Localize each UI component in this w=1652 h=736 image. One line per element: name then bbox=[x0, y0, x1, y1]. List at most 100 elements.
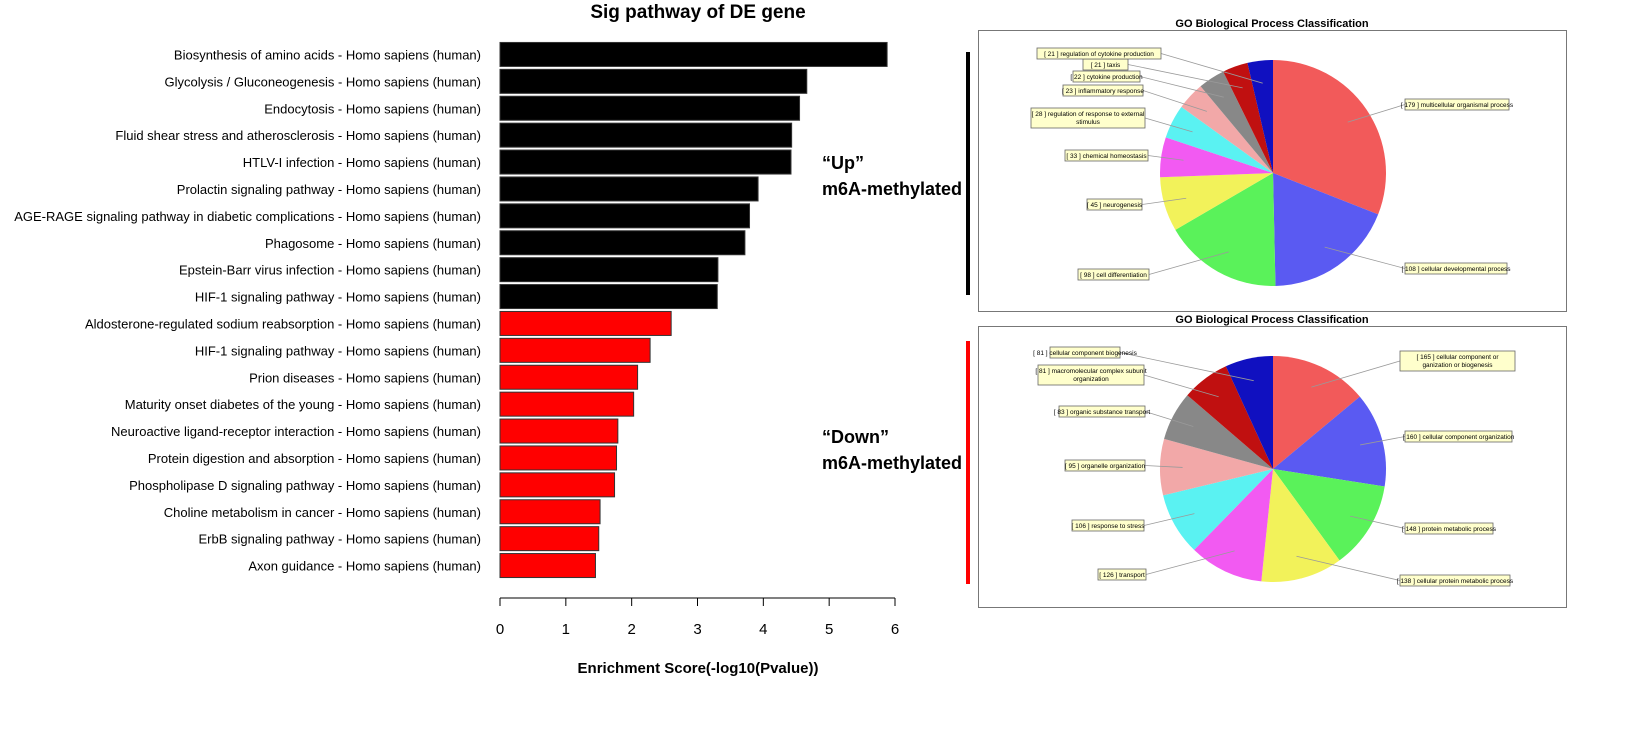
pie-label-box bbox=[1064, 459, 1146, 472]
pie-label: [ 106 ] response to stress bbox=[1072, 523, 1146, 530]
category-label: Protein digestion and absorption - Homo … bbox=[148, 451, 481, 466]
x-tick-label: 2 bbox=[627, 621, 635, 638]
bar-chart-title: Sig pathway of DE gene bbox=[590, 2, 805, 23]
pie-leader-line bbox=[1143, 374, 1219, 398]
bar bbox=[499, 203, 751, 229]
pie-label: [ 148 ] protein metabolic process bbox=[1402, 526, 1497, 533]
category-label: Aldosterone-regulated sodium reabsorptio… bbox=[85, 316, 481, 331]
pie-leader-line bbox=[1144, 117, 1193, 133]
pie-slice bbox=[1225, 356, 1273, 469]
down-group-quote: “Down” bbox=[822, 427, 889, 447]
pie-up-chart: [ 179 ] multicellular organismal process… bbox=[1030, 47, 1514, 286]
pie-label-box bbox=[1072, 70, 1141, 83]
pie-label-box bbox=[1404, 98, 1510, 111]
pie-leader-line bbox=[1143, 513, 1195, 526]
pie-slice bbox=[1187, 366, 1273, 469]
down-group-label: “Down” m6A-methylated bbox=[822, 424, 962, 476]
bar bbox=[499, 68, 808, 94]
pie-label: [ 95 ] organelle organization bbox=[1065, 463, 1146, 470]
pie-slice bbox=[1175, 173, 1276, 286]
pie-slice bbox=[1160, 137, 1273, 178]
pie-slice bbox=[1163, 469, 1273, 550]
pie-label: stimulus bbox=[1076, 119, 1101, 126]
pie-label-box bbox=[1071, 519, 1145, 532]
pie-up-panel: [ 179 ] multicellular organismal process… bbox=[978, 30, 1567, 312]
pie-label: [ 23 ] inflammatory response bbox=[1062, 88, 1144, 95]
bar bbox=[499, 364, 639, 390]
category-label: Maturity onset diabetes of the young - H… bbox=[125, 397, 481, 412]
pie-slice bbox=[1200, 71, 1273, 173]
x-axis-label: Enrichment Score(-log10(Pvalue)) bbox=[578, 660, 819, 677]
pie-label-box bbox=[1404, 262, 1508, 275]
pie-label: [ 179 ] multicellular organismal process bbox=[1401, 102, 1514, 109]
pie-leader-line bbox=[1144, 465, 1183, 468]
pie-leader-line bbox=[1324, 246, 1406, 269]
pie-label-box bbox=[1030, 107, 1146, 129]
bar bbox=[499, 337, 651, 363]
pie-label-box bbox=[1064, 149, 1149, 162]
category-label: Choline metabolism in cancer - Homo sapi… bbox=[164, 505, 481, 520]
up-group-subtitle: m6A-methylated bbox=[822, 179, 963, 199]
category-label: HIF-1 signaling pathway - Homo sapiens (… bbox=[195, 290, 481, 305]
pie-label: [ 138 ] cellular protein metabolic proce… bbox=[1397, 578, 1514, 585]
pie-slice bbox=[1165, 106, 1273, 173]
pie-leader-line bbox=[1139, 76, 1224, 98]
bar bbox=[499, 472, 616, 498]
category-label: Neuroactive ligand-receptor interaction … bbox=[111, 424, 481, 439]
bar bbox=[499, 176, 759, 202]
pie-label: [ 98 ] cell differentiation bbox=[1080, 272, 1147, 279]
up-group-quote: “Up” bbox=[822, 153, 864, 173]
pie-leader-line bbox=[1350, 515, 1406, 529]
bar bbox=[499, 257, 719, 283]
pie-leader-line bbox=[1141, 197, 1187, 205]
category-label: Epstein-Barr virus infection - Homo sapi… bbox=[179, 263, 481, 278]
pie-label-box bbox=[1077, 268, 1150, 281]
pie-leader-line bbox=[1347, 104, 1406, 123]
pie-leader-line bbox=[1148, 251, 1229, 275]
category-label: Endocytosis - Homo sapiens (human) bbox=[264, 101, 481, 116]
pie-up-title: GO Biological Process Classification bbox=[1175, 18, 1369, 30]
bar bbox=[499, 284, 718, 310]
pie-slice bbox=[1160, 438, 1273, 496]
pie-label-box bbox=[1037, 364, 1145, 386]
bar bbox=[499, 553, 596, 579]
pie-leader-line bbox=[1144, 411, 1194, 427]
pie-label-box bbox=[1036, 47, 1162, 60]
pie-label: [ 165 ] cellular component or bbox=[1416, 354, 1499, 361]
pie-slice bbox=[1247, 60, 1273, 173]
pie-label: [ 160 ] cellular component organization bbox=[1403, 434, 1515, 441]
pie-label: [ 28 ] regulation of response to externa… bbox=[1032, 111, 1145, 118]
bar bbox=[499, 526, 600, 552]
pie-leader-line bbox=[1360, 436, 1406, 446]
pie-label: ganization or biogenesis bbox=[1422, 362, 1493, 369]
pie-label-box bbox=[1404, 522, 1494, 535]
bar-chart: Sig pathway of DE gene Biosynthesis of am… bbox=[14, 2, 899, 677]
category-label: Axon guidance - Homo sapiens (human) bbox=[248, 559, 481, 574]
pie-slice bbox=[1160, 173, 1273, 230]
pie-label: [ 83 ] organic substance transport bbox=[1054, 409, 1151, 416]
bar bbox=[499, 95, 801, 121]
pie-slice bbox=[1273, 60, 1386, 215]
pie-leader-line bbox=[1296, 555, 1401, 581]
pie-label-box bbox=[1097, 568, 1147, 581]
pie-label-box bbox=[1086, 198, 1143, 211]
x-tick-label: 0 bbox=[496, 621, 504, 638]
pie-slice bbox=[1273, 396, 1386, 487]
pie-slice bbox=[1273, 173, 1379, 286]
bar bbox=[499, 230, 746, 256]
pie-label: [ 22 ] cytokine production bbox=[1070, 74, 1143, 81]
pie-label: [ 21 ] taxis bbox=[1091, 62, 1121, 69]
category-label: HIF-1 signaling pathway - Homo sapiens (… bbox=[195, 343, 481, 358]
bar bbox=[499, 41, 888, 67]
bar bbox=[499, 445, 618, 471]
pie-slice bbox=[1164, 395, 1273, 469]
category-label: Phospholipase D signaling pathway - Homo… bbox=[129, 478, 481, 493]
pie-leader-line bbox=[1145, 550, 1235, 575]
bar bbox=[499, 418, 619, 444]
pie-label: [ 21 ] regulation of cytokine production bbox=[1044, 51, 1154, 58]
up-group-label: “Up” m6A-methylated bbox=[822, 150, 962, 202]
pie-slice bbox=[1273, 356, 1360, 469]
category-label: Phagosome - Homo sapiens (human) bbox=[265, 236, 481, 251]
x-tick-label: 5 bbox=[825, 621, 833, 638]
category-label: AGE-RAGE signaling pathway in diabetic c… bbox=[14, 209, 481, 224]
